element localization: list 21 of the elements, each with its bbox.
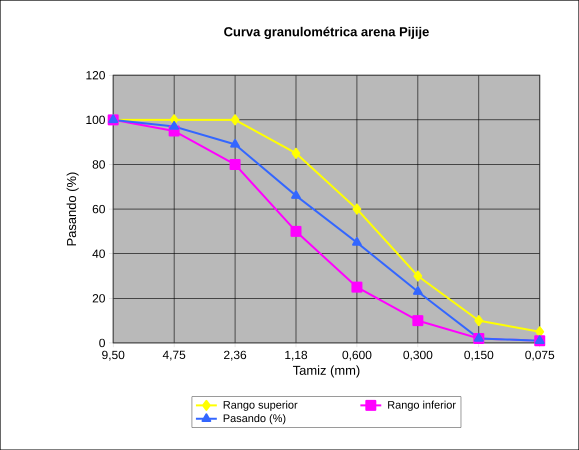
- legend-label: Rango inferior: [388, 400, 456, 411]
- x-tick-label: 0,075: [525, 350, 554, 361]
- y-axis-title: Pasando (%): [66, 172, 79, 246]
- y-tick-label: 100: [86, 116, 105, 124]
- legend-label: Rango superior: [224, 400, 298, 411]
- y-tick-label: 40: [92, 249, 105, 258]
- y-tick-label: 80: [92, 160, 105, 169]
- y-tick-label: 60: [92, 204, 105, 214]
- x-tick-label: 0,300: [403, 350, 432, 361]
- x-tick-label: 9,50: [102, 350, 124, 361]
- chart-title: Curva granulométrica arena Pijije: [224, 26, 429, 39]
- x-axis-title: Tamiz (mm): [292, 365, 360, 378]
- y-tick-label: 120: [86, 70, 105, 80]
- x-tick-label: 1,18: [285, 350, 308, 361]
- x-tick-label: 2,36: [224, 350, 246, 361]
- y-tick-label: 20: [92, 294, 105, 302]
- x-tick-label: 0,600: [342, 350, 372, 361]
- x-tick-label: 4,75: [162, 350, 186, 360]
- x-tick-label: 0,150: [464, 350, 494, 361]
- y-tick-label: 0: [99, 338, 105, 348]
- legend-label: Pasando (%): [224, 414, 286, 424]
